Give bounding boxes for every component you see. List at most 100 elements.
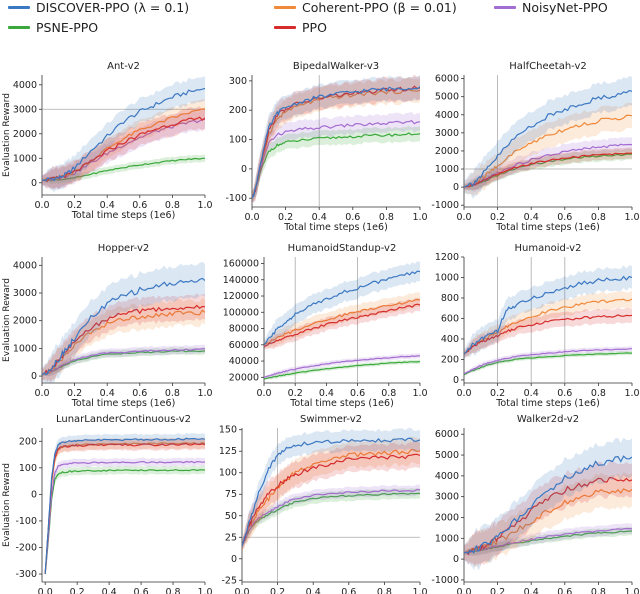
series-line-discover-ppo (252, 86, 420, 199)
y-tick-label: 75 (225, 489, 237, 500)
x-tick-label: 0.8 (591, 212, 606, 223)
y-tick-label: -25 (221, 575, 237, 586)
plot-area (252, 75, 420, 204)
x-tick-label: 0.0 (456, 388, 471, 399)
subplot-ant-v2: Ant-v2 0 1000 2000 3000 4000 0.0 0.2 0.4 0.6 0.8 1.… (2, 61, 213, 221)
y-tick-label: 1000 (435, 272, 459, 283)
y-tick-label: 1000 (13, 343, 37, 354)
legend-item-noisynet: NoisyNet-PPO (494, 0, 608, 15)
x-axis-label: Total time steps (1e6) (495, 222, 600, 233)
series-band-ppo (42, 293, 205, 383)
y-tick-label: 125 (219, 446, 237, 457)
x-tick-label: 0.4 (524, 212, 539, 223)
legend-swatch-psne (8, 26, 30, 29)
x-tick-label: 0.4 (100, 200, 115, 211)
x-tick-label: 0.8 (377, 587, 392, 594)
y-tick-label: 800 (441, 293, 459, 304)
series-line-discover-ppo (44, 437, 205, 575)
y-tick-label: 0 (453, 554, 459, 565)
series-line-ppo (464, 314, 632, 355)
legend-swatch-discover (8, 6, 30, 9)
x-tick-label: 1.0 (624, 587, 639, 594)
series-band-discover-ppo (264, 261, 420, 349)
series-line-noisynet-ppo (464, 348, 632, 375)
series-band-psne-ppo (464, 148, 632, 191)
series-band-coherent-ppo (242, 436, 420, 551)
x-axis-label: Total time steps (1e6) (495, 398, 600, 409)
series-band-ppo (464, 147, 632, 191)
y-tick-label: 300 (229, 76, 247, 87)
y-tick-label: 1000 (13, 153, 37, 164)
y-tick-label: -1000 (431, 575, 459, 586)
legend-label-psne: PSNE-PPO (36, 20, 99, 35)
x-tick-label: 0.6 (557, 388, 572, 399)
y-tick-label: 2000 (435, 146, 459, 157)
x-tick-label: 0.2 (490, 587, 505, 594)
x-axis-label: Total time steps (1e6) (283, 222, 388, 233)
y-tick-label: 60000 (229, 340, 259, 351)
series-line-noisynet-ppo (44, 460, 205, 575)
y-tick-label: 100 (219, 468, 237, 479)
x-tick-label: 0.4 (312, 212, 327, 223)
x-tick-label: 0.6 (341, 587, 356, 594)
series-line-noisynet-ppo (252, 120, 420, 199)
series-band-noisynet-ppo (42, 109, 205, 190)
series-band-discover-ppo (42, 261, 205, 383)
series-band-ppo (264, 297, 420, 349)
y-tick-label: 5000 (435, 450, 459, 461)
series-band-noisynet-ppo (42, 344, 205, 377)
series-line-discover-ppo (264, 270, 420, 346)
y-tick-label: 100000 (223, 307, 259, 318)
y-tick-label: 6000 (435, 429, 459, 440)
series-band-ppo (464, 460, 632, 567)
x-tick-label: 0.4 (524, 587, 539, 594)
subplot-title: Swimmer-v2 (300, 414, 362, 425)
plot-area (242, 428, 420, 551)
y-tick-label: -200 (15, 542, 37, 553)
series-band-coherent-ppo (464, 290, 632, 358)
subplot-swimmer-v2: Swimmer-v2 -25 0 25 50 75 100 125 150 0.0 0.2 0.4 0.… (219, 414, 428, 594)
x-tick-label: 0.2 (278, 212, 293, 223)
legend-item-ppo: PPO (274, 20, 327, 35)
legend-item-psne: PSNE-PPO (8, 20, 98, 35)
series-line-ppo (264, 303, 420, 347)
y-tick-label: 4000 (13, 260, 37, 271)
x-tick-label: 0.8 (591, 388, 606, 399)
y-tick-label: 0 (453, 375, 459, 386)
series-line-noisynet-ppo (242, 488, 420, 547)
x-axis-label: Total time steps (1e6) (289, 398, 394, 409)
series-line-ppo (464, 476, 632, 556)
series-band-coherent-ppo (45, 437, 205, 577)
series-band-discover-ppo (464, 265, 632, 359)
series-band-psne-ppo (242, 488, 420, 548)
subplot-title: Walker2d-v2 (517, 414, 579, 425)
legend-swatch-coherent (274, 6, 296, 9)
series-line-psne-ppo (242, 492, 420, 547)
series-line-ppo (42, 304, 205, 376)
y-tick-label: 160000 (223, 259, 259, 270)
x-tick-label: 0.0 (244, 212, 259, 223)
y-tick-label: -1000 (431, 200, 459, 211)
subplot-walker2d-v2: Walker2d-v2 -1000 0 1000 2000 3000 4000 5000 600… (431, 414, 639, 594)
x-tick-label: 0.6 (132, 200, 147, 211)
x-tick-label: 0.0 (456, 212, 471, 223)
series-line-psne-ppo (264, 360, 420, 380)
x-tick-label: 0.6 (132, 388, 147, 399)
series-line-discover-ppo (464, 455, 632, 555)
y-tick-label: 140000 (223, 275, 259, 286)
plot-area (44, 433, 205, 577)
series-line-ppo (464, 152, 632, 188)
series-band-coherent-ppo (42, 297, 205, 383)
y-axis-label: Evaluation Reward (2, 278, 12, 362)
subplot-title: Hopper-v2 (98, 243, 150, 254)
series-band-psne-ppo (264, 359, 420, 380)
y-axis-label: Evaluation Reward (2, 463, 12, 547)
x-tick-label: 0.8 (381, 388, 396, 399)
series-line-coherent-ppo (464, 298, 632, 355)
x-tick-label: 1.0 (197, 388, 212, 399)
y-tick-label: 4000 (13, 80, 37, 91)
subplot-halfcheetah-v2: HalfCheetah-v2 -1000 0 1000 2000 3000 4000 5000… (431, 61, 639, 233)
series-band-noisynet-ppo (45, 457, 205, 576)
y-tick-label: 100 (229, 135, 247, 146)
